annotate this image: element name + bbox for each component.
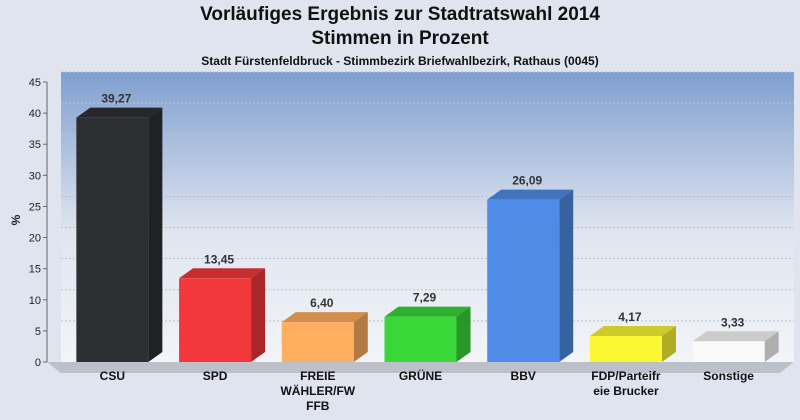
bar-front: [589, 336, 662, 362]
data-label: 7,29: [413, 291, 437, 305]
x-tick-label: eie Brucker: [593, 384, 659, 398]
y-tick-label: 0: [35, 357, 41, 369]
data-label: 39,27: [101, 92, 131, 106]
bar: [589, 326, 676, 362]
data-label: 13,45: [204, 252, 234, 266]
bar-top: [487, 189, 574, 200]
bar-side: [559, 189, 574, 362]
y-tick-label: 15: [29, 264, 41, 276]
bar-top: [76, 107, 163, 118]
bar-side: [764, 331, 779, 362]
bar-top: [384, 306, 471, 317]
bar-side: [661, 326, 676, 362]
bar-side: [148, 107, 163, 362]
chart-title: Vorläufiges Ergebnis zur Stadtratswahl 2…: [200, 4, 600, 25]
y-tick-label: 30: [29, 170, 41, 182]
x-tick-label: CSU: [100, 369, 125, 383]
bar-top: [692, 331, 779, 342]
y-tick-label: 35: [29, 139, 41, 151]
bar-front: [179, 278, 252, 362]
bar-front: [692, 341, 765, 362]
y-tick-label: 20: [29, 233, 41, 245]
y-tick-label: 45: [29, 77, 41, 89]
x-tick-label: Sonstige: [703, 369, 754, 383]
bar-front: [384, 316, 457, 362]
x-tick-label: WÄHLER/FW: [280, 383, 355, 398]
bar: [692, 331, 779, 362]
bar: [487, 189, 574, 362]
y-axis-label: %: [9, 214, 23, 225]
bar-front: [487, 199, 560, 362]
bar-side: [251, 268, 266, 362]
data-label: 6,40: [310, 296, 334, 310]
x-tick-label: FFB: [306, 399, 330, 413]
bar-top: [589, 326, 676, 337]
data-label: 3,33: [721, 315, 745, 329]
y-tick-label: 5: [35, 326, 41, 338]
bar-top: [281, 312, 368, 323]
x-tick-label: GRÜNE: [399, 368, 442, 383]
bar-side: [353, 312, 368, 362]
chart-subtitle: Stimmen in Prozent: [311, 28, 489, 49]
y-tick-label: 25: [29, 201, 41, 213]
bar: [384, 306, 471, 362]
bar-side: [456, 306, 471, 362]
x-tick-label: SPD: [203, 369, 228, 383]
bars: 39,27 13,45 6,40 7,29 26,09 4,17 3,33: [76, 92, 779, 362]
x-tick-label: BBV: [511, 369, 536, 383]
data-label: 4,17: [618, 310, 642, 324]
y-tick-label: 40: [29, 108, 41, 120]
y-tick-label: 10: [29, 295, 41, 307]
bar: [76, 107, 163, 362]
bar: [179, 268, 266, 362]
y-axis-ticks: 0 5 10 15 20 25 30 35 40 45: [29, 77, 47, 369]
bar-front: [281, 322, 354, 362]
data-label: 26,09: [512, 174, 542, 188]
bar: [281, 312, 368, 362]
bar-top: [179, 268, 266, 279]
plot-floor: [47, 362, 794, 373]
x-tick-label: FREIE: [300, 369, 335, 383]
chart-description: Stadt Fürstenfeldbruck - Stimmbezirk Bri…: [201, 54, 599, 68]
bar-front: [76, 117, 149, 362]
x-tick-label: FDP/Parteifr: [591, 369, 661, 383]
